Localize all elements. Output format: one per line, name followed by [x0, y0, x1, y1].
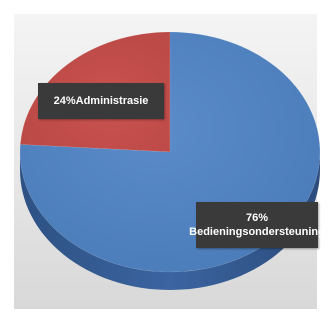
data-label-administrasie-percent: 24% — [53, 95, 76, 107]
data-label-bedieningsondersteuning: 76% Bedieningsondersteuning — [189, 202, 325, 248]
data-label-administrasie: 24% Administrasie — [38, 83, 164, 119]
data-label-administrasie-name: Administrasie — [75, 95, 149, 107]
data-label-bedieningsondersteuning-name: Bedieningsondersteuning — [189, 226, 325, 238]
data-label-bedieningsondersteuning-percent: 76% — [245, 212, 269, 224]
